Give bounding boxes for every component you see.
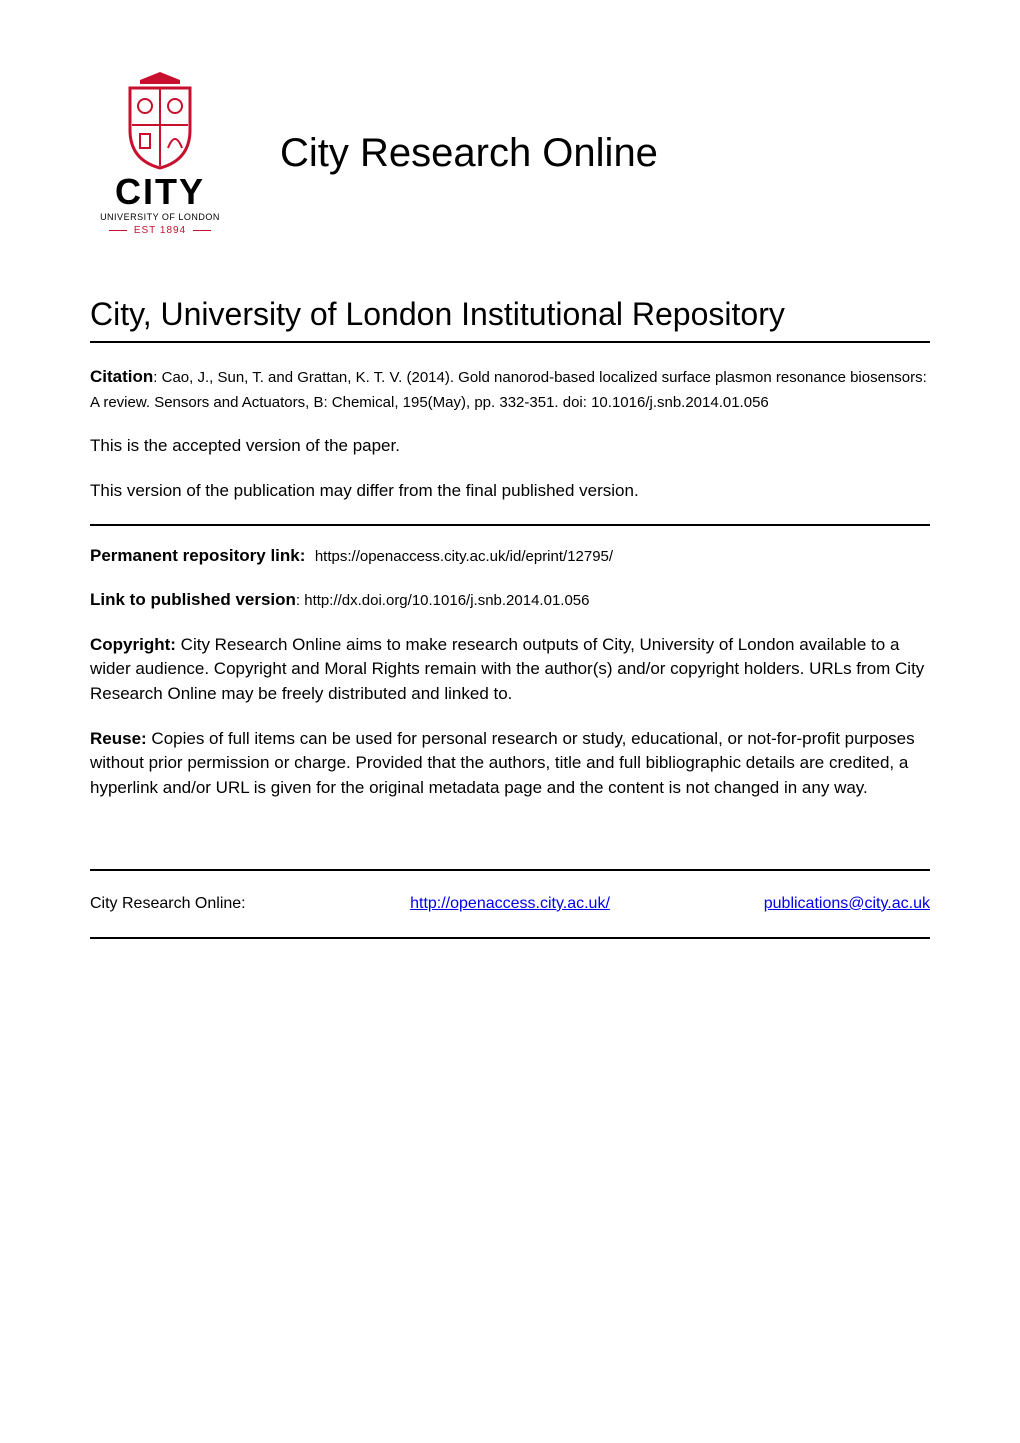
copyright-block: Copyright: City Research Online aims to … [90, 633, 930, 707]
footer-left-label: City Research Online: [90, 895, 370, 913]
copyright-text: City Research Online aims to make resear… [90, 635, 924, 703]
repository-title: City, University of London Institutional… [90, 296, 930, 333]
divider-footer-top [90, 869, 930, 871]
footer-email-link[interactable]: publications@city.ac.uk [764, 895, 930, 912]
permalink-label: Permanent repository link: [90, 546, 305, 565]
footer-row: City Research Online: http://openaccess.… [90, 889, 930, 919]
divider-top [90, 341, 930, 343]
city-crest-icon [110, 70, 210, 170]
accepted-version-line: This is the accepted version of the pape… [90, 434, 930, 459]
citation-text: : Cao, J., Sun, T. and Grattan, K. T. V.… [90, 369, 927, 411]
published-label: Link to published version [90, 590, 296, 609]
version-differs-line: This version of the publication may diff… [90, 479, 930, 504]
footer-openaccess-link[interactable]: http://openaccess.city.ac.uk/ [410, 895, 610, 912]
page-header: CITY UNIVERSITY OF LONDON EST 1894 City … [90, 70, 930, 236]
logo-est-text: EST 1894 [90, 225, 230, 236]
published-url: : http://dx.doi.org/10.1016/j.snb.2014.0… [296, 592, 590, 609]
red-line-right-icon [193, 230, 211, 231]
logo-est-label: EST 1894 [134, 225, 186, 236]
city-logo-block: CITY UNIVERSITY OF LONDON EST 1894 [90, 70, 230, 236]
permalink-block: Permanent repository link: https://opena… [90, 544, 930, 569]
spacer [90, 821, 930, 851]
logo-university-text: UNIVERSITY OF LONDON [90, 212, 230, 222]
published-version-block: Link to published version: http://dx.doi… [90, 588, 930, 613]
site-title: City Research Online [280, 131, 658, 176]
copyright-label: Copyright: [90, 635, 176, 654]
citation-block: Citation: Cao, J., Sun, T. and Grattan, … [90, 365, 930, 414]
divider-mid [90, 524, 930, 526]
logo-city-text: CITY [90, 174, 230, 210]
permalink-url: https://openaccess.city.ac.uk/id/eprint/… [315, 548, 613, 565]
reuse-label: Reuse: [90, 729, 147, 748]
citation-label: Citation [90, 367, 153, 386]
divider-footer-bottom [90, 937, 930, 939]
red-line-left-icon [109, 230, 127, 231]
reuse-block: Reuse: Copies of full items can be used … [90, 727, 930, 801]
reuse-text: Copies of full items can be used for per… [90, 729, 915, 797]
